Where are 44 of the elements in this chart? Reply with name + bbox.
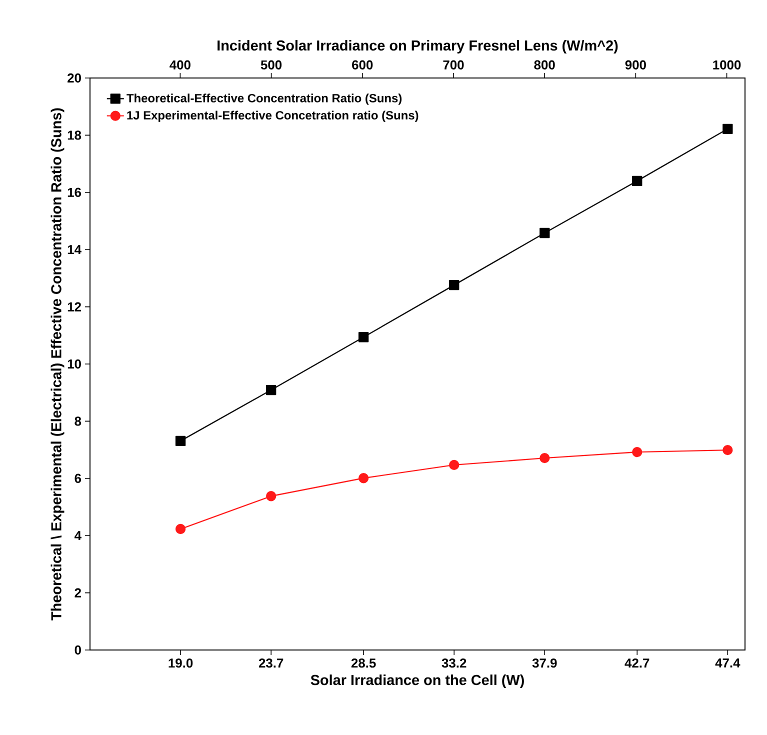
point (540, 453, 550, 464)
point (632, 447, 642, 458)
x-tick-label: 33.2 (442, 658, 466, 668)
y-tick-label: 0 (74, 645, 81, 655)
point (722, 124, 733, 134)
y-tick-label: 6 (74, 474, 82, 483)
legend-label: 1J Experimental-Effective Concetration ratio (Suns) (127, 110, 418, 122)
x-tick-label: 47.4 (715, 658, 740, 668)
point (175, 436, 186, 446)
point (722, 445, 733, 456)
point (358, 473, 369, 484)
point (175, 524, 186, 534)
point (358, 332, 369, 342)
x-tick-label: 42.7 (624, 658, 650, 668)
y-tick-label: 16 (68, 188, 82, 197)
point (266, 491, 276, 502)
x-tick-label: 28.5 (351, 658, 376, 668)
x2-tick-label: 600 (352, 60, 373, 70)
y-tick-label: 20 (68, 73, 81, 83)
point (632, 176, 642, 186)
x2-tick-label: 500 (260, 60, 282, 70)
point (449, 280, 460, 290)
legend-label: Theoretical-Effective Concentration Ratio (Suns) (126, 94, 402, 105)
x-tick-label: 23.7 (258, 658, 284, 668)
point (449, 460, 460, 470)
y-tick-label: 8 (74, 416, 82, 426)
y-tick-label: 12 (68, 302, 81, 312)
y-tick-label: 2 (74, 588, 81, 598)
x-axis-title: Solar Irradiance on the Cell (W) (310, 674, 524, 688)
x2-tick-label: 1000 (713, 60, 741, 70)
y-tick-label: 18 (68, 130, 82, 140)
point (266, 384, 276, 396)
x2-tick-label: 400 (170, 60, 190, 70)
point (540, 228, 550, 238)
y-tick-label: 14 (68, 245, 82, 254)
y-tick-label: 10 (68, 359, 81, 369)
x2-tick-label: 800 (534, 60, 555, 70)
x-tick-label: 37.9 (532, 658, 557, 668)
y-axis-title: Theoretical \ Experimental (Electrical) Effective Concentration Ratio (Suns) (50, 108, 64, 620)
x2-axis-title: Incident Solar Irradiance on Primary Fresnel Lens (W/m^2) (218, 40, 618, 54)
x-tick-label: 19.0 (168, 658, 193, 668)
y-tick-label: 4 (74, 531, 82, 540)
x2-tick-label: 900 (625, 60, 646, 70)
x2-tick-label: 700 (443, 60, 464, 70)
